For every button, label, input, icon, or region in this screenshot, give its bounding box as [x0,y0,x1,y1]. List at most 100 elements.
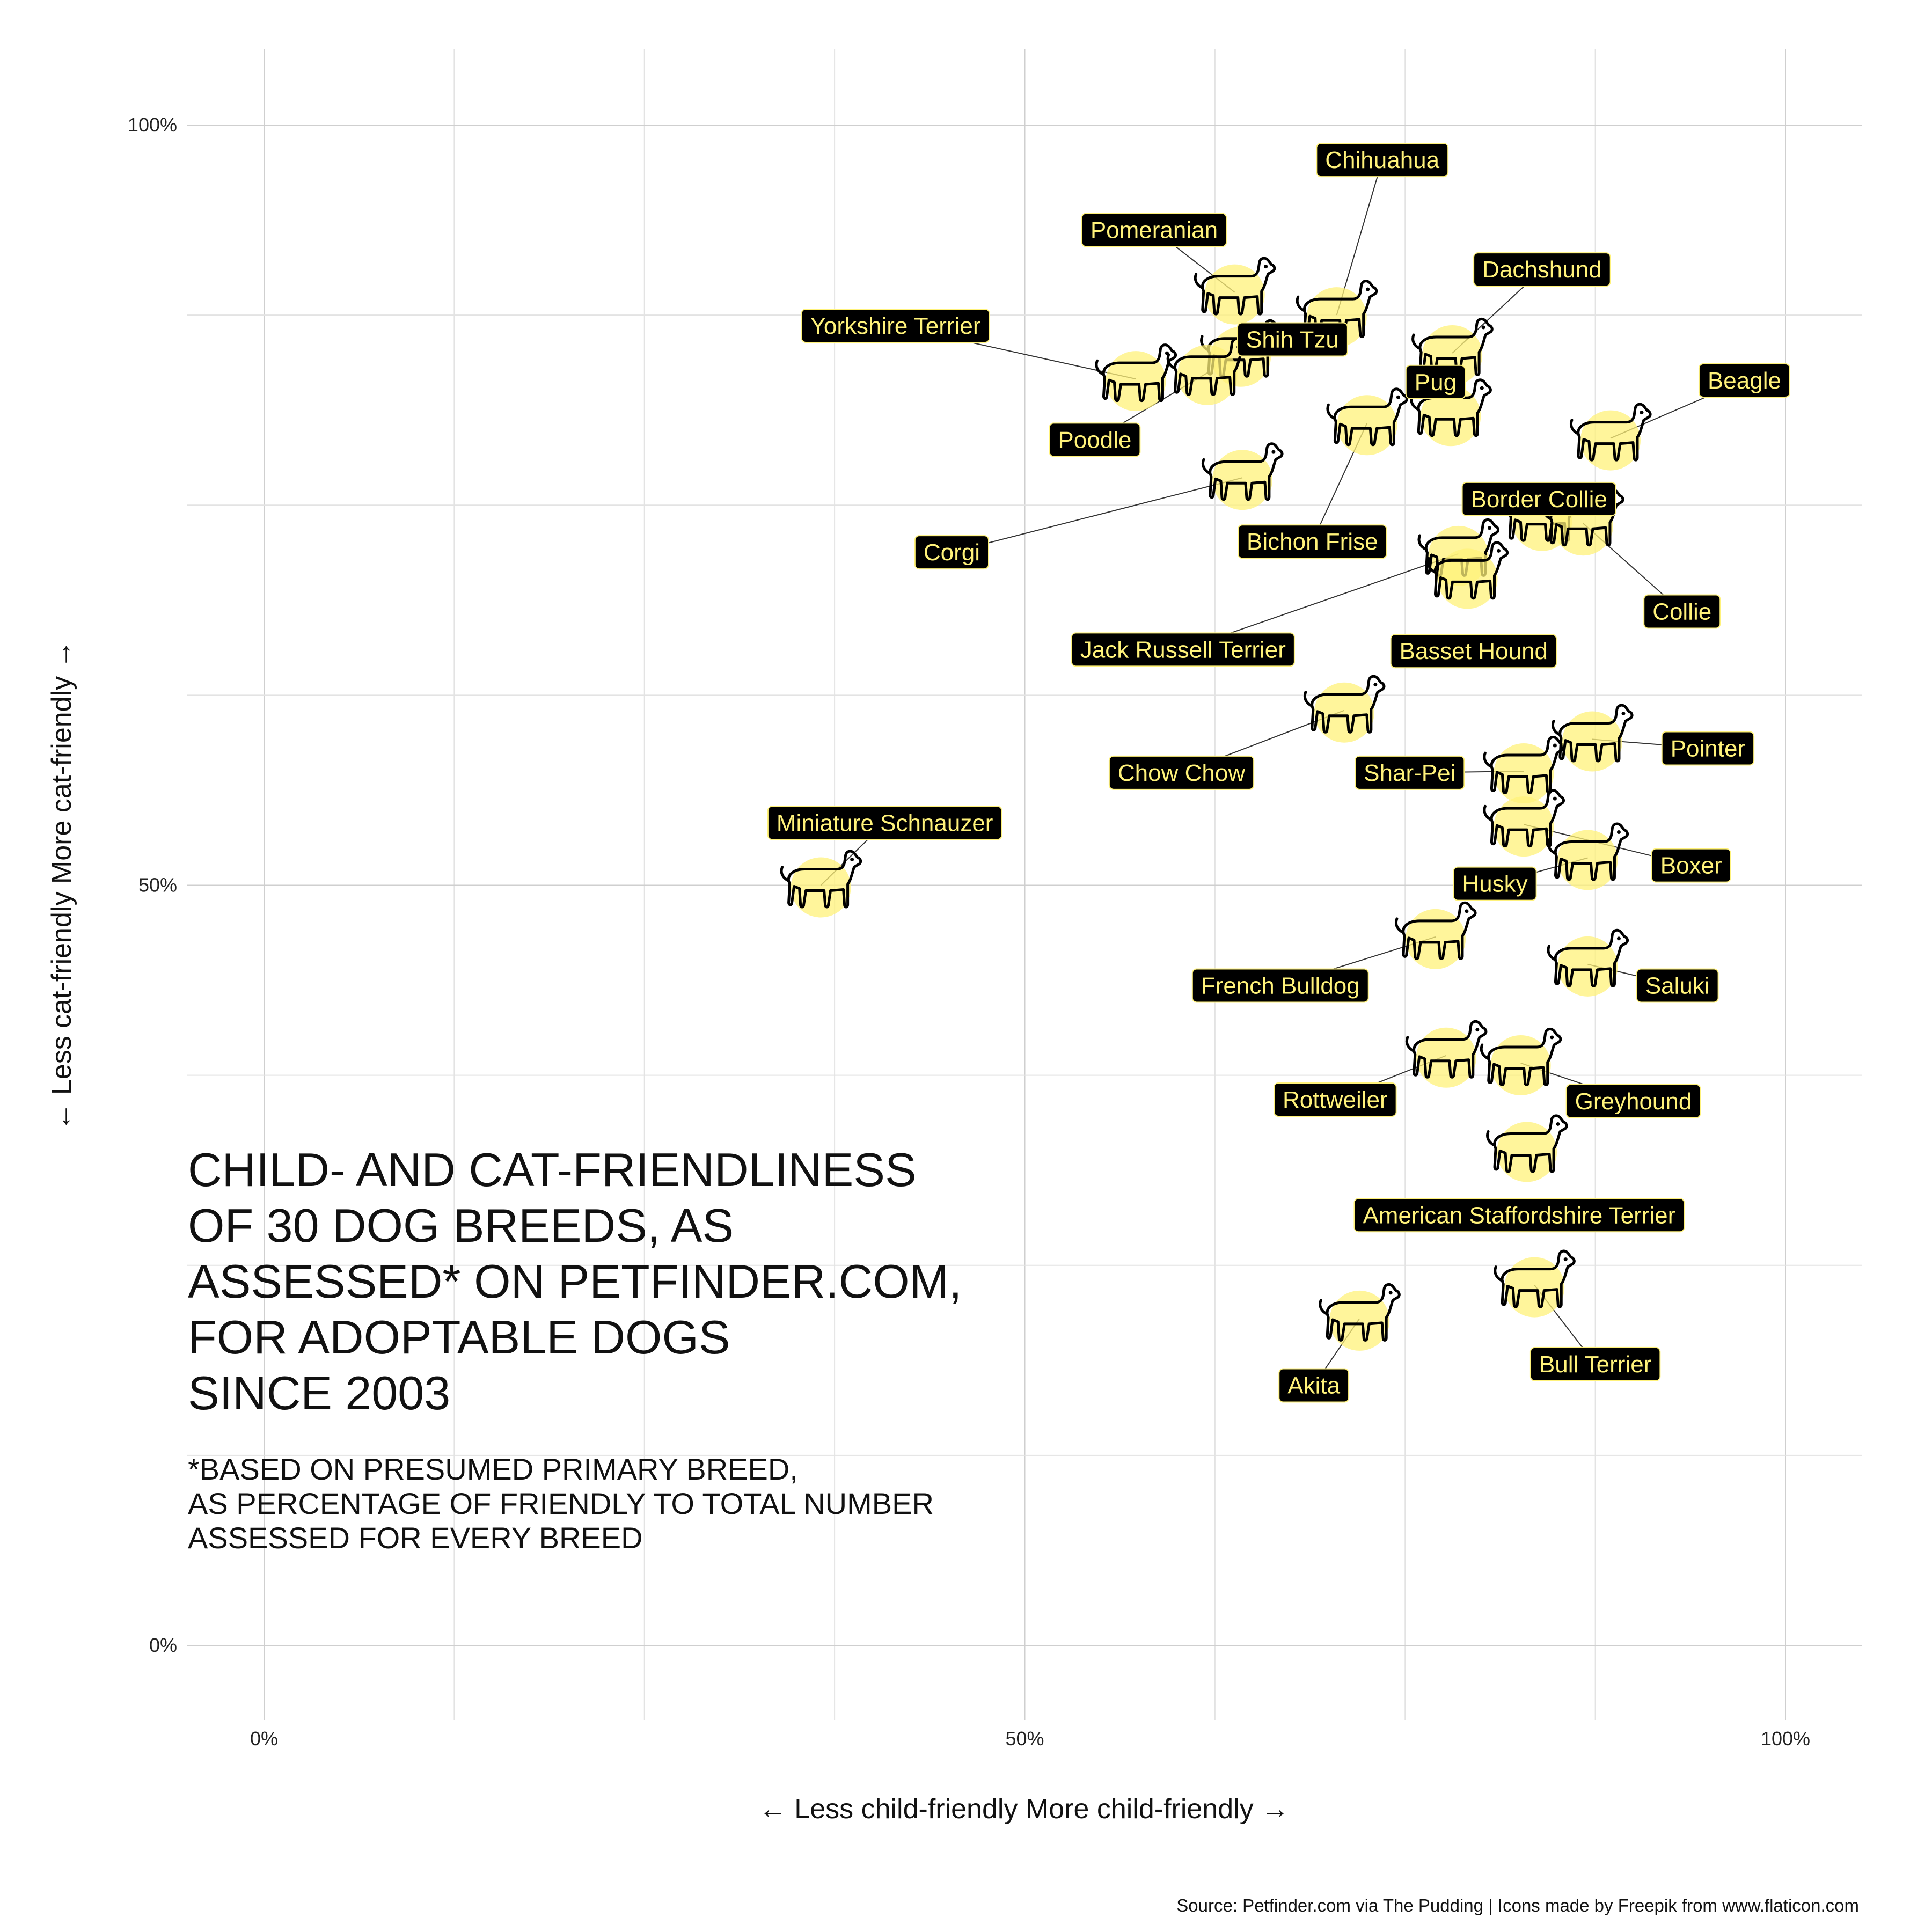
breed-label-box [1651,848,1731,883]
dog-tail [1201,458,1212,475]
breed-label: Border Collie [1461,481,1616,516]
dog-tail [1426,557,1437,574]
dog-tail [1494,1265,1504,1283]
breed-label: Pomeranian [1081,213,1227,247]
source-caption: Source: Petfinder.com via The Pudding | … [1176,1896,1859,1915]
dog-outline [1558,704,1634,763]
breed-label: Saluki [1636,968,1719,1003]
breed-label-text: Chow Chow [1118,760,1245,786]
dog-tail [1483,804,1493,822]
highlight-circle [1212,450,1272,510]
breed-label: French Bulldog [1191,968,1369,1003]
dog-icon [1547,822,1629,890]
highlight-circle [1504,1257,1565,1318]
breed-label-text: Pointer [1671,736,1745,762]
dog-eye [1496,548,1501,553]
dog-icon [1569,402,1652,471]
dog-outline [1433,541,1509,600]
dog-outline [1501,1249,1576,1308]
dog-icon [1326,387,1408,456]
dog-eye [1396,395,1400,399]
dog-tail [1095,359,1105,376]
x-tick-label: 50% [1005,1728,1044,1750]
dog-tail [1194,273,1204,290]
dog-icon [1095,343,1177,412]
breed-label-text: Husky [1462,871,1527,897]
breed-label-box [1081,213,1227,247]
breed-label-text: Collie [1652,599,1711,625]
dog-outline [1487,1027,1562,1086]
dog-tail [1394,917,1405,934]
breed-label-text: Greyhound [1575,1088,1692,1115]
dog-tail [1326,403,1336,420]
breed-label-box [1473,252,1611,287]
breed-label-text: Dachshund [1482,257,1602,283]
dog-eye [1640,411,1644,415]
breed-label: Corgi [914,535,989,570]
highlight-circle [1490,1035,1551,1095]
dog-outline [1413,1020,1488,1079]
dog-eye [1475,1028,1480,1032]
dog-tail [780,866,791,882]
breed-label-box [1698,363,1790,398]
y-tick-label: 100% [128,114,177,136]
breed-label-text: Shih Tzu [1246,326,1339,353]
highlight-circle [1177,345,1238,405]
dog-icon [1303,675,1386,743]
dog-eye [1264,265,1268,269]
dog-tail [1480,1043,1490,1060]
dog-outline [1201,257,1276,316]
dog-icon [1410,378,1492,447]
breed-label: Basset Hound [1390,634,1557,669]
breed-label-box [1565,1084,1701,1118]
breed-label-text: French Bulldog [1201,972,1360,999]
dog-icon [1405,1020,1488,1088]
highlight-circle [1562,711,1622,772]
breed-label-box [1405,364,1466,399]
highlight-circle [1557,936,1618,997]
dog-icon [1483,736,1565,804]
breed-label-text: Boxer [1660,853,1722,879]
dog-outline [1209,442,1284,501]
breed-label-box [1238,524,1387,559]
x-tick-label: 0% [250,1728,278,1750]
breed-label: Rottweiler [1274,1082,1397,1117]
dog-tail [1166,353,1177,370]
breed-label-text: Shar-Pei [1364,760,1455,786]
highlight-circle [1405,909,1466,969]
dog-icon [1551,704,1634,772]
breed-label-box [1237,322,1348,357]
breed-label: Poodle [1049,422,1141,457]
y-tick-label: 50% [138,874,177,896]
dog-outline [1402,901,1477,960]
breed-label: Chow Chow [1108,755,1255,790]
dog-eye [1271,450,1276,454]
dog-eye [1553,743,1557,748]
breed-label: Dachshund [1473,252,1611,287]
dog-tail [1483,751,1493,769]
dog-icon [1194,257,1276,325]
dog-eye [1480,386,1484,390]
breed-label-text: Rottweiler [1283,1087,1388,1113]
highlight-circle [1421,386,1481,447]
dog-icon [1483,789,1565,857]
breed-label-text: Basset Hound [1400,638,1548,664]
highlight-circle [791,857,851,918]
breed-label-box [767,806,1002,840]
dog-eye [1563,1257,1568,1262]
dog-tail [1319,1299,1329,1316]
breed-label: Akita [1278,1368,1350,1403]
breed-label-text: Border Collie [1471,486,1607,513]
breed-label: Collie [1643,594,1721,629]
breed-label-box [1390,634,1557,669]
dog-icon [1494,1249,1576,1318]
breed-label: Pug [1405,364,1466,399]
breed-label-text: Bichon Frise [1247,529,1378,555]
breed-label: Boxer [1651,848,1731,883]
dog-outline [1493,1114,1568,1173]
breed-label: Greyhound [1565,1084,1701,1118]
dog-eye [1550,1035,1554,1040]
breed-label-text: Saluki [1645,972,1710,999]
breed-label: Husky [1453,866,1537,901]
